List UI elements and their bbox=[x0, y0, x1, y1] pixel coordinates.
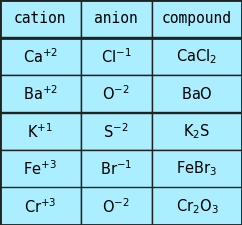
Text: $\mathrm{Ca}^{+2}$: $\mathrm{Ca}^{+2}$ bbox=[23, 47, 58, 66]
Bar bbox=[152, 187, 242, 225]
Bar bbox=[152, 0, 242, 38]
Text: compound: compound bbox=[162, 11, 232, 26]
Text: $\mathrm{Cr}^{+3}$: $\mathrm{Cr}^{+3}$ bbox=[24, 197, 57, 216]
Text: anion: anion bbox=[94, 11, 138, 26]
Text: $\mathrm{FeBr_3}$: $\mathrm{FeBr_3}$ bbox=[176, 159, 218, 178]
Bar bbox=[152, 75, 242, 112]
Text: $\mathrm{Ba}^{+2}$: $\mathrm{Ba}^{+2}$ bbox=[23, 84, 58, 103]
Bar bbox=[0, 187, 81, 225]
Text: $\mathrm{O}^{-2}$: $\mathrm{O}^{-2}$ bbox=[102, 84, 130, 103]
Bar bbox=[0, 0, 81, 38]
Bar bbox=[152, 112, 242, 150]
Bar bbox=[152, 38, 242, 75]
Bar bbox=[81, 150, 152, 187]
Text: cation: cation bbox=[14, 11, 67, 26]
Text: $\mathrm{Cl}^{-1}$: $\mathrm{Cl}^{-1}$ bbox=[101, 47, 131, 66]
Bar bbox=[152, 150, 242, 187]
Bar bbox=[81, 187, 152, 225]
Bar bbox=[0, 150, 81, 187]
Bar bbox=[0, 75, 81, 112]
Bar bbox=[0, 38, 81, 75]
Bar bbox=[81, 75, 152, 112]
Bar bbox=[81, 112, 152, 150]
Text: $\mathrm{S}^{-2}$: $\mathrm{S}^{-2}$ bbox=[103, 122, 129, 141]
Text: $\mathrm{O}^{-2}$: $\mathrm{O}^{-2}$ bbox=[102, 197, 130, 216]
Text: $\mathrm{CaCl_2}$: $\mathrm{CaCl_2}$ bbox=[176, 47, 217, 66]
Text: $\mathrm{Cr_2O_3}$: $\mathrm{Cr_2O_3}$ bbox=[175, 197, 218, 216]
Text: $\mathrm{BaO}$: $\mathrm{BaO}$ bbox=[181, 86, 213, 102]
Text: $\mathrm{K}^{+1}$: $\mathrm{K}^{+1}$ bbox=[27, 122, 53, 141]
Bar bbox=[0, 112, 81, 150]
Text: $\mathrm{K_2S}$: $\mathrm{K_2S}$ bbox=[183, 122, 211, 141]
Bar bbox=[81, 0, 152, 38]
Bar bbox=[81, 38, 152, 75]
Text: $\mathrm{Br}^{-1}$: $\mathrm{Br}^{-1}$ bbox=[100, 159, 132, 178]
Text: $\mathrm{Fe}^{+3}$: $\mathrm{Fe}^{+3}$ bbox=[23, 159, 57, 178]
